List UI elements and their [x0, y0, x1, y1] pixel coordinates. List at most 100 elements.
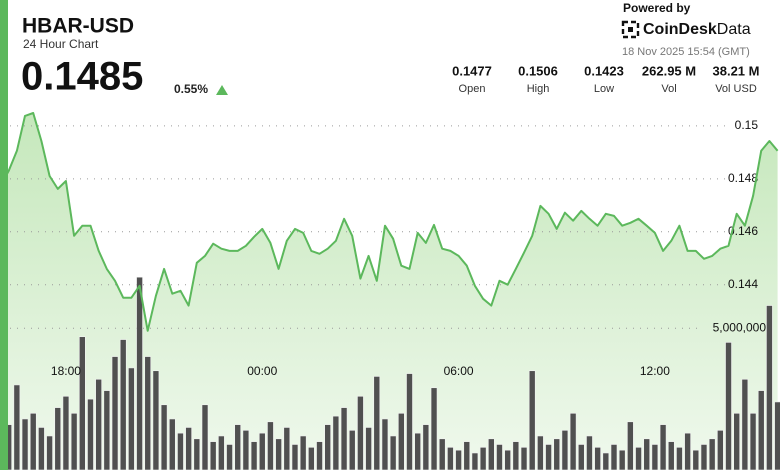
volume-bar	[455, 449, 462, 470]
volume-bar	[13, 384, 21, 470]
volume-bar	[21, 418, 29, 470]
volume-bar	[348, 429, 356, 470]
y-tick-label: 0.15	[735, 118, 759, 132]
stat-label: Vol USD	[715, 83, 757, 95]
stat-value: 0.1423	[584, 63, 624, 78]
volume-bar	[594, 447, 601, 470]
stats: 0.1477 Open 0.1506 High 0.1423 Low 262.95 M Vol…	[452, 63, 759, 94]
y2-tick-label: 5,000,000	[713, 320, 767, 334]
volume-bar	[676, 447, 683, 470]
stat-value: 262.95 M	[642, 63, 696, 78]
volume-bar	[250, 441, 258, 470]
volume-bar	[70, 412, 78, 470]
x-tick-label: 00:00	[247, 364, 277, 378]
brand: CoinDeskData	[643, 21, 751, 38]
stat-label: Low	[594, 83, 614, 95]
volume-bar	[209, 441, 217, 470]
volume-bar	[537, 435, 544, 470]
y-tick-label: 0.146	[728, 224, 758, 238]
volume-bar	[365, 427, 372, 470]
volume-bar	[193, 438, 201, 470]
volume-bar	[643, 438, 651, 470]
volume-bar	[700, 444, 708, 470]
stat-label: Open	[459, 83, 486, 95]
change: 0.55%	[174, 82, 208, 96]
brand-suffix: Data	[717, 21, 751, 38]
volume-bar	[389, 435, 397, 470]
plot-area: 0.144 0.146 0.148 0.15 5,000,000 18:00 00:00 06…	[0, 112, 780, 470]
price: 0.1485	[21, 55, 143, 99]
volume-bar	[79, 336, 86, 470]
timestamp: 18 Nov 2025 15:54 (GMT)	[622, 46, 750, 58]
volume-bar	[414, 432, 421, 470]
volume-bar	[234, 424, 242, 470]
stat-value: 38.21 M	[713, 63, 760, 78]
volume-bar	[177, 432, 184, 470]
accent-strip	[0, 0, 8, 470]
volume-bar	[766, 305, 773, 470]
volume-bar	[152, 370, 160, 470]
volume-bar	[283, 427, 291, 470]
volume-bar	[757, 390, 765, 470]
volume-bar	[381, 418, 389, 470]
volume-bar	[168, 418, 176, 470]
volume-bar	[749, 412, 757, 470]
volume-bar	[577, 444, 585, 470]
stat-value: 0.1477	[452, 63, 492, 78]
brand-logo	[621, 20, 640, 39]
volume-bar	[651, 444, 659, 470]
volume-bar	[741, 378, 749, 470]
volume-bar	[520, 447, 528, 470]
volume-bar	[111, 356, 119, 470]
volume-bar	[373, 376, 381, 470]
volume-bar	[160, 404, 168, 470]
price-area	[0, 113, 778, 470]
volume-bar	[610, 444, 618, 470]
logo-icon-core	[628, 27, 633, 32]
volume-bar	[667, 441, 675, 470]
volume-bar	[659, 424, 667, 470]
volume-bar	[422, 424, 430, 470]
volume-bar	[471, 452, 479, 470]
volume-bar	[201, 404, 209, 470]
volume-bar	[95, 378, 102, 470]
volume-bar	[267, 421, 274, 470]
volume-bar	[618, 449, 626, 470]
volume-bar	[46, 435, 53, 470]
x-tick-label: 12:00	[640, 364, 670, 378]
volume-bar	[87, 398, 94, 470]
volume-bar	[496, 444, 503, 470]
volume-bar	[291, 444, 299, 470]
y-tick-label: 0.148	[728, 171, 758, 185]
up-arrow	[216, 85, 228, 95]
volume-bar	[586, 435, 593, 470]
volume-bar	[447, 447, 454, 470]
volume-bar	[38, 427, 45, 470]
volume-bar	[684, 432, 691, 470]
volume-bar	[128, 367, 135, 470]
volume-bar	[398, 412, 405, 470]
y-tick-label: 0.144	[728, 277, 758, 291]
brand-name: CoinDesk	[643, 21, 717, 38]
volume-bar	[545, 444, 552, 470]
volume-bar	[242, 429, 250, 470]
title: HBAR-USD	[22, 15, 134, 38]
volume-bar	[430, 387, 438, 470]
volume-bar	[324, 424, 332, 470]
volume-bar	[308, 447, 315, 470]
volume-bar	[103, 390, 111, 470]
stat-value: 0.1506	[518, 63, 558, 78]
volume-bar	[54, 407, 62, 470]
x-tick-label: 18:00	[51, 364, 81, 378]
stat-label: Vol	[661, 83, 676, 95]
volume-bar	[226, 444, 233, 470]
volume-bar	[275, 438, 282, 470]
volume-bar	[512, 441, 520, 470]
volume-bar	[29, 412, 37, 470]
volume-bar	[316, 441, 323, 470]
volume-bar	[708, 438, 716, 470]
volume-bar	[438, 438, 446, 470]
volume-bar	[62, 395, 70, 470]
volume-bar	[119, 339, 127, 470]
